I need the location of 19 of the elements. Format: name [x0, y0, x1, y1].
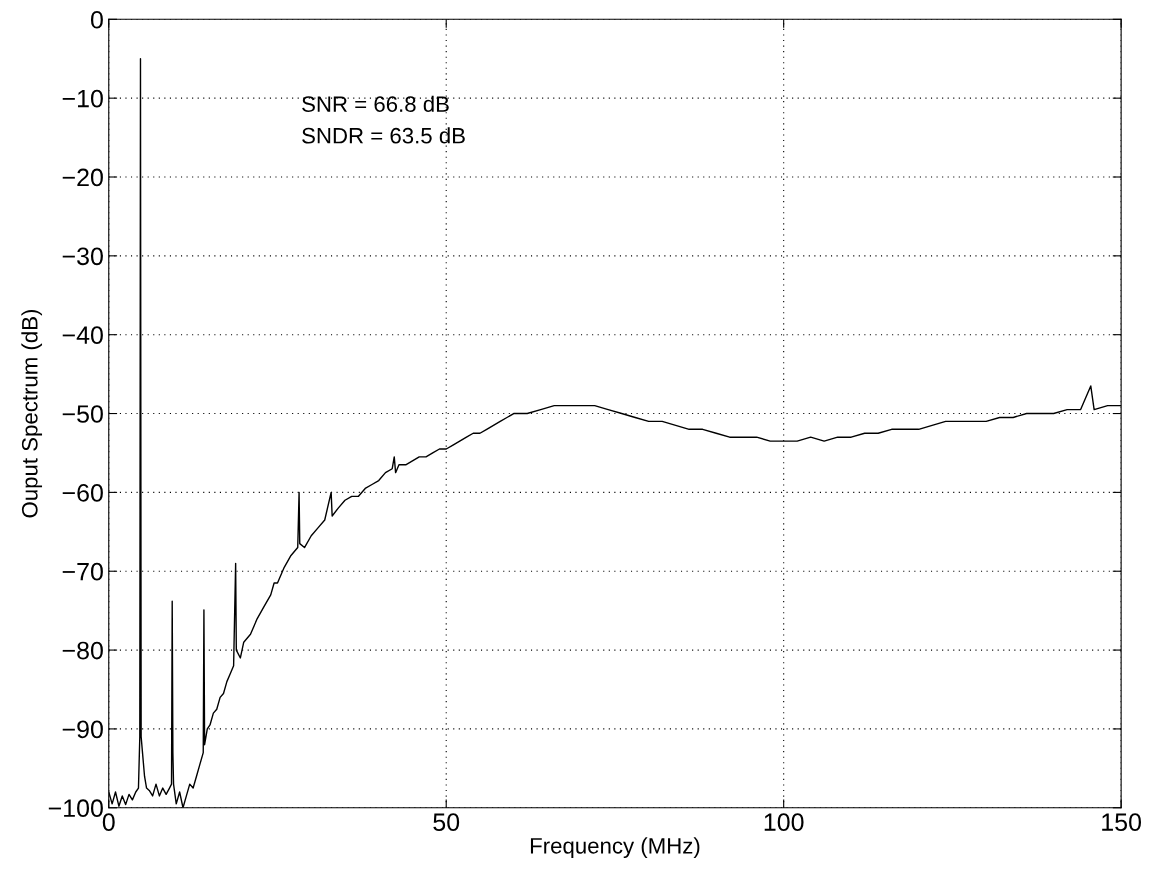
y-axis-title: Ouput Spectrum (dB) — [21, 309, 43, 518]
y-tick-label: −10 — [62, 89, 103, 108]
y-tick-label: −20 — [62, 168, 103, 187]
y-tick-label: −30 — [62, 247, 103, 266]
y-tick-label: −50 — [62, 405, 103, 423]
annotation: SNR = 66.8 dB — [302, 95, 449, 113]
y-tick-label: −70 — [62, 562, 103, 581]
y-tick-label: −40 — [62, 326, 103, 344]
x-tick-label: 50 — [433, 813, 460, 831]
x-axis-title: Frequency (MHz) — [530, 837, 700, 859]
x-tick-label: 100 — [764, 813, 804, 831]
y-tick-label: −60 — [62, 483, 103, 502]
x-tick-label: 150 — [1102, 813, 1142, 831]
y-tick-label: −80 — [62, 641, 103, 660]
y-tick-label: −90 — [62, 720, 103, 739]
x-tick-label: 0 — [102, 813, 115, 831]
y-tick-label: −100 — [48, 799, 103, 818]
annotation: SNDR = 63.5 dB — [302, 127, 465, 144]
y-tick-label: 0 — [90, 10, 103, 29]
